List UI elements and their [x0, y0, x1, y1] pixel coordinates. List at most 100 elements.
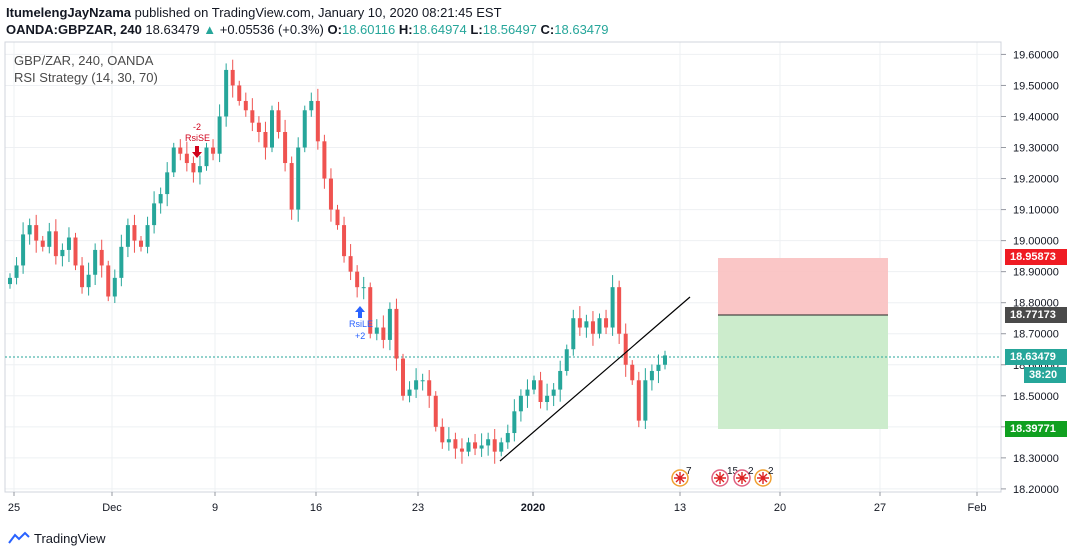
low-value: 18.56497 — [482, 22, 537, 37]
candle-up — [564, 349, 569, 371]
candle-up — [545, 395, 550, 402]
candle-up — [505, 433, 510, 443]
candle-down — [243, 100, 248, 111]
candle-up — [309, 100, 314, 111]
candle-up — [374, 327, 379, 334]
footer-branding[interactable]: TradingView — [8, 529, 106, 547]
candle-up — [60, 249, 65, 257]
candle-up — [414, 380, 419, 390]
price-tick-label: 18.20000 — [1013, 484, 1059, 496]
candle-down — [623, 333, 628, 365]
candle-down — [636, 380, 641, 421]
candle-up — [8, 277, 12, 285]
candle-up — [656, 364, 661, 371]
chart-symbol-legend[interactable]: GBP/ZAR, 240, OANDA — [14, 53, 154, 68]
candle-down — [250, 110, 255, 123]
candle-up — [152, 203, 157, 226]
bar-countdown: 38:20 — [1024, 367, 1066, 383]
candle-up — [420, 380, 425, 382]
time-tick-label: Dec — [102, 502, 122, 514]
short-signal-count: -2 — [193, 122, 201, 132]
candle-up — [47, 231, 52, 247]
candle-down — [433, 395, 438, 427]
long-signal-arrow-icon — [355, 306, 365, 318]
trend-line — [499, 296, 691, 462]
candle-down — [40, 240, 45, 247]
candle-down — [459, 448, 464, 452]
candle-up — [571, 318, 576, 350]
price-tick-label: 18.80000 — [1013, 298, 1059, 310]
candle-down — [590, 321, 595, 334]
ohlc-bar: OANDA:GBPZAR, 240 18.63479 ▲ +0.05536 (+… — [6, 22, 609, 37]
candle-down — [315, 100, 320, 142]
candle-down — [427, 380, 432, 396]
candle-up — [224, 69, 229, 117]
candle-up — [86, 274, 91, 288]
candle-up — [643, 380, 648, 421]
target-price-badge: 18.39771 — [1005, 421, 1067, 437]
candle-up — [361, 287, 366, 289]
long-signal-count: +2 — [355, 331, 365, 341]
candle-up — [217, 116, 222, 154]
strategy-legend[interactable]: RSI Strategy (14, 30, 70) — [14, 70, 158, 85]
candle-down — [322, 141, 327, 179]
time-tick-label: 13 — [674, 502, 686, 514]
author-name[interactable]: ItumelengJayNzama — [6, 5, 131, 20]
candle-up — [499, 442, 504, 452]
candle-down — [230, 69, 235, 86]
candle-down — [139, 240, 143, 247]
price-tick-label: 19.40000 — [1013, 111, 1059, 123]
open-label: O: — [327, 22, 342, 37]
close-value: 18.63479 — [554, 22, 609, 37]
symbol-title: OANDA:GBPZAR, 240 — [6, 22, 142, 37]
candle-up — [21, 234, 26, 266]
candle-down — [538, 380, 543, 402]
event-flag-icon — [671, 469, 689, 487]
event-count: 7 — [686, 466, 692, 477]
candle-down — [335, 209, 340, 226]
candle-down — [328, 178, 333, 210]
candle-up — [466, 442, 471, 452]
candle-down — [263, 132, 268, 148]
candle-down — [237, 85, 242, 101]
candle-up — [558, 370, 563, 390]
time-tick-label: 20 — [774, 502, 786, 514]
candle-down — [630, 364, 635, 381]
tradingview-logo-icon — [8, 531, 30, 544]
candle-down — [381, 327, 386, 340]
candle-down — [211, 147, 216, 154]
candle-up — [296, 147, 301, 210]
candle-up — [119, 246, 124, 278]
candle-down — [401, 358, 405, 396]
candle-up — [518, 395, 523, 412]
stop-price-badge: 18.95873 — [1005, 249, 1067, 265]
candle-down — [342, 225, 347, 257]
candle-up — [14, 265, 19, 278]
take-profit-zone — [718, 315, 888, 429]
time-tick-label: 9 — [212, 502, 218, 514]
candle-up — [165, 172, 170, 195]
candle-up — [584, 321, 589, 328]
candle-up — [197, 166, 202, 173]
price-tick-label: 18.70000 — [1013, 329, 1059, 341]
candle-down — [106, 265, 111, 297]
candle-down — [53, 231, 58, 257]
candle-down — [283, 132, 288, 164]
candle-up — [532, 380, 536, 390]
time-axis: 25 Dec 9 16 23 2020 13 20 27 Feb — [8, 492, 987, 514]
candle-down — [368, 287, 373, 334]
candle-down — [178, 147, 183, 154]
candle-up — [551, 389, 556, 396]
time-tick-label: 25 — [8, 502, 20, 514]
candle-up — [27, 225, 32, 235]
price-tick-label: 19.00000 — [1013, 236, 1059, 248]
candle-up — [145, 225, 150, 247]
candle-up — [158, 194, 163, 204]
event-flag-icon — [711, 469, 729, 487]
candle-down — [289, 163, 294, 210]
price-tick-label: 18.90000 — [1013, 267, 1059, 279]
time-tick-label: Feb — [968, 502, 987, 514]
candle-up — [171, 147, 176, 173]
time-tick-label: 2020 — [521, 502, 545, 514]
